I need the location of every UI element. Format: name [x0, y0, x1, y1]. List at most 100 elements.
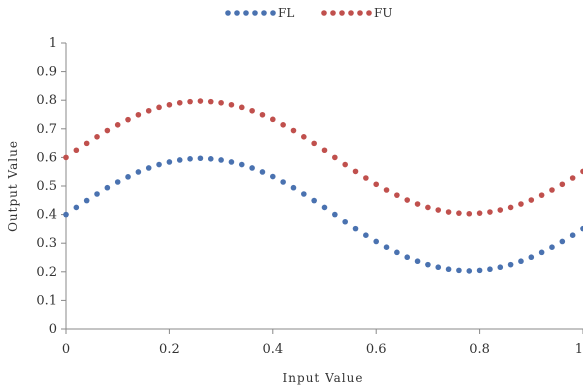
data-point-fl	[569, 232, 576, 238]
data-point-fu	[352, 168, 359, 175]
x-tick-label: 0.2	[159, 342, 180, 357]
data-point-fl	[363, 232, 369, 238]
legend-marker	[366, 10, 372, 16]
data-point-fl	[425, 261, 431, 268]
x-tick-label: 0.4	[262, 342, 283, 357]
data-point-fu	[394, 192, 400, 198]
y-tick-label: 0.8	[36, 93, 57, 108]
data-point-fu	[228, 101, 235, 108]
x-tick-label: 0.6	[366, 342, 387, 357]
data-point-fl	[228, 159, 235, 165]
data-point-fl	[466, 268, 473, 274]
data-point-fl	[166, 159, 173, 165]
data-point-fl	[311, 197, 317, 204]
data-point-fl	[404, 254, 411, 261]
x-ticks: 0 0.2 0.4 0.6 0.8 1	[62, 329, 583, 357]
data-point-fu	[280, 121, 286, 128]
data-point-fu	[373, 181, 380, 188]
y-tick-label: 0.2	[36, 265, 57, 280]
data-point-fl	[187, 156, 193, 162]
data-point-fl	[456, 267, 462, 274]
data-point-fu	[549, 187, 555, 193]
legend-marker	[339, 10, 345, 16]
axes	[65, 43, 583, 330]
data-point-fu	[342, 161, 348, 168]
data-point-fl	[538, 249, 545, 256]
data-point-fl	[414, 258, 421, 265]
data-point-fu	[249, 107, 255, 114]
data-point-fu	[383, 187, 390, 193]
data-point-fl	[352, 225, 359, 232]
data-point-fl	[445, 266, 452, 273]
data-point-fl	[559, 238, 566, 245]
data-point-fl	[301, 191, 307, 197]
legend-marker	[243, 10, 249, 16]
data-point-fu	[73, 147, 80, 154]
data-point-fu	[559, 181, 566, 188]
data-point-fl	[280, 179, 286, 185]
legend-item-fu: FU	[321, 6, 392, 20]
data-point-fl	[373, 238, 380, 245]
data-point-fl	[218, 157, 224, 163]
y-tick-label: 0.5	[36, 179, 57, 194]
legend-label: FL	[278, 6, 294, 20]
y-tick-label: 0.4	[36, 208, 57, 223]
data-point-fu	[114, 121, 121, 128]
data-point-fl	[290, 184, 297, 191]
data-point-fu	[425, 204, 431, 211]
data-point-fl	[249, 165, 255, 171]
data-point-fl	[507, 261, 514, 268]
series-fu	[63, 98, 583, 217]
data-point-fl	[145, 165, 152, 171]
data-point-fl	[176, 157, 183, 163]
data-point-fl	[73, 204, 80, 211]
legend-marker	[225, 10, 231, 16]
data-point-fl	[332, 211, 338, 218]
y-tick-label: 0.9	[36, 65, 57, 80]
data-point-fl	[63, 211, 69, 218]
y-tick-label: 0.7	[36, 122, 57, 137]
legend-marker	[348, 10, 354, 16]
data-point-fu	[94, 134, 100, 140]
data-point-fu	[507, 204, 514, 211]
data-point-fl	[528, 254, 535, 261]
data-point-fu	[145, 107, 152, 114]
data-point-fl	[476, 267, 483, 274]
data-point-fu	[166, 101, 173, 108]
data-point-fl	[580, 225, 583, 232]
data-point-fu	[83, 140, 90, 147]
data-point-fu	[466, 210, 473, 217]
data-point-fl	[94, 191, 100, 197]
data-point-fu	[187, 98, 193, 105]
data-point-fl	[497, 264, 504, 271]
y-ticks: 0 0.1 0.2 0.3 0.4 0.5 0.6 0.7 0.8 0.9 1	[36, 36, 66, 337]
data-point-fl	[394, 249, 400, 256]
data-point-fl	[270, 173, 276, 180]
x-tick-label: 0	[62, 342, 70, 357]
series-fl	[63, 155, 583, 274]
data-point-fl	[342, 218, 348, 225]
data-point-fl	[518, 258, 524, 265]
legend-marker	[252, 10, 258, 16]
x-tick-label: 1	[575, 342, 583, 357]
data-point-fu	[476, 210, 483, 216]
data-point-fu	[580, 168, 583, 175]
x-axis-title: Input Value	[283, 371, 364, 385]
data-point-fu	[311, 140, 317, 147]
data-point-fu	[518, 201, 524, 207]
data-point-fu	[63, 154, 69, 161]
data-point-fl	[487, 266, 493, 273]
data-point-fu	[528, 197, 535, 203]
data-point-fu	[290, 127, 297, 134]
data-point-fu	[538, 192, 545, 198]
data-point-fl	[197, 155, 204, 162]
data-point-fu	[176, 99, 183, 106]
data-point-fu	[363, 175, 369, 181]
legend-label: FU	[374, 6, 392, 20]
legend-marker	[357, 10, 363, 16]
data-point-fu	[435, 207, 442, 213]
data-point-fu	[301, 134, 307, 140]
y-tick-label: 0.1	[36, 293, 57, 308]
data-point-fu	[104, 127, 111, 134]
